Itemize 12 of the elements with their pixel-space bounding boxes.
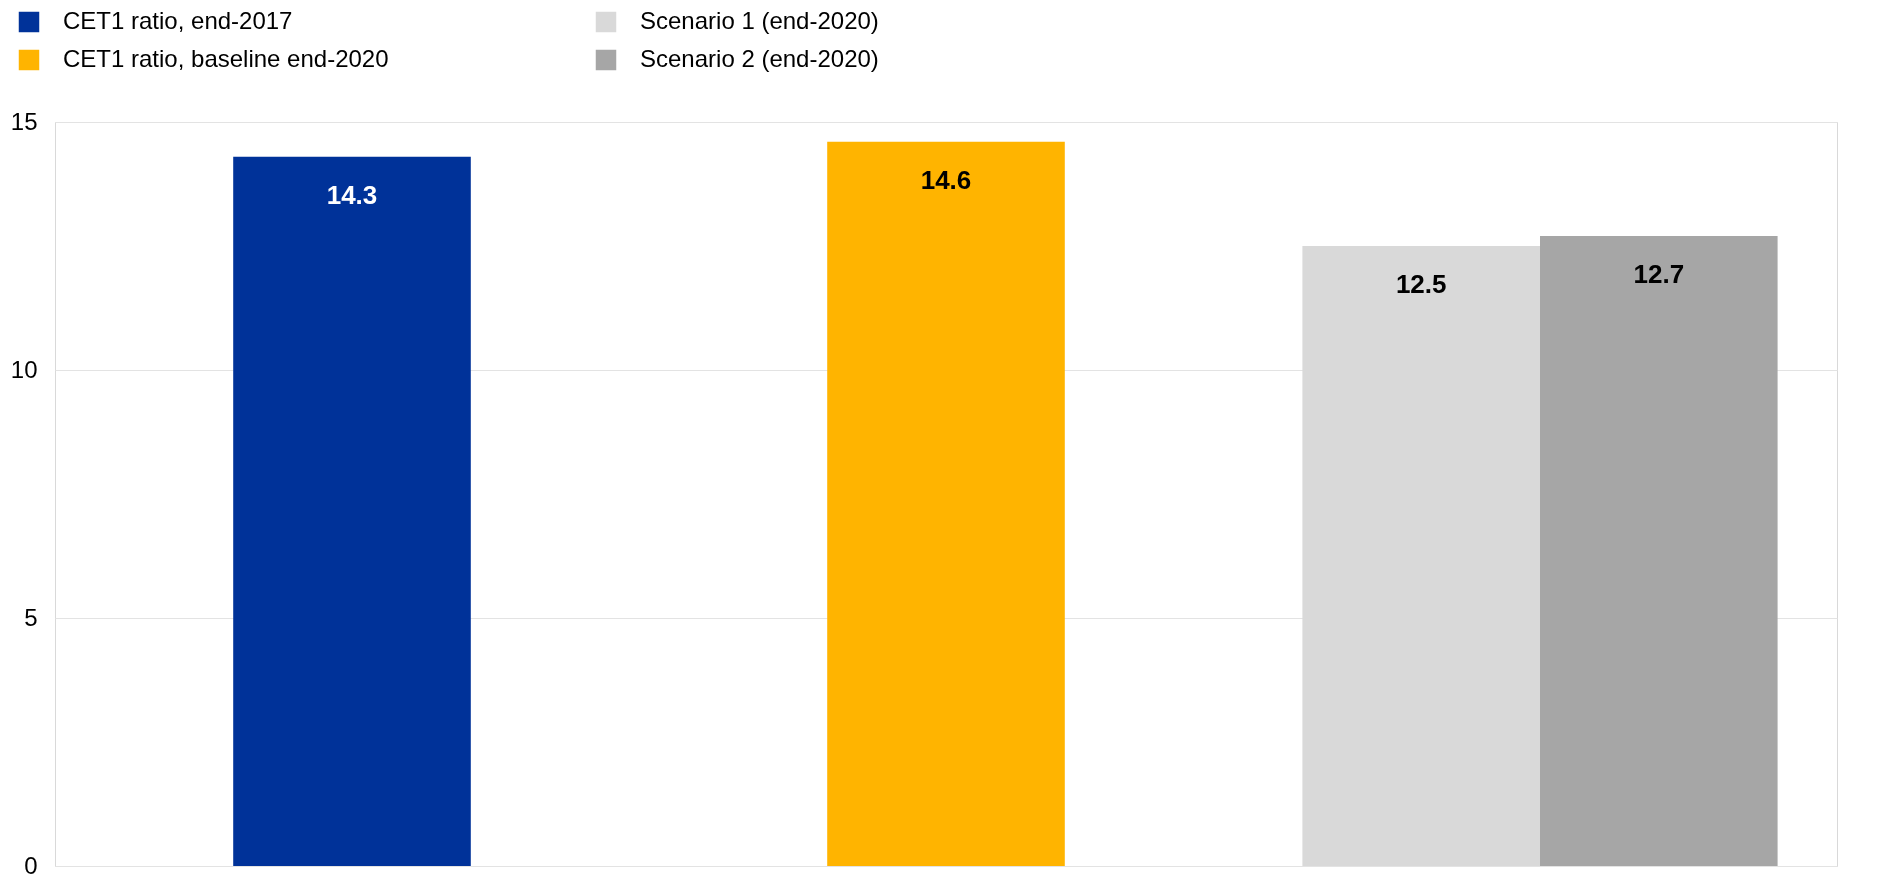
legend-label: Scenario 2 (end-2020) <box>640 45 879 72</box>
data-label: 14.3 <box>326 179 378 210</box>
data-label: 12.5 <box>1395 269 1447 299</box>
y-tick-label: 0 <box>24 851 38 879</box>
legend-label: CET1 ratio, baseline end-2020 <box>63 45 389 72</box>
data-label: 12.7 <box>1633 259 1685 290</box>
legend-label: Scenario 1 (end-2020) <box>640 7 879 34</box>
data-label: 14.6 <box>920 164 972 195</box>
y-tick-label: 5 <box>24 603 38 631</box>
legend-label: CET1 ratio, end-2017 <box>63 7 293 34</box>
y-tick-label: 10 <box>10 355 38 383</box>
y-tick-label: 15 <box>10 107 38 135</box>
